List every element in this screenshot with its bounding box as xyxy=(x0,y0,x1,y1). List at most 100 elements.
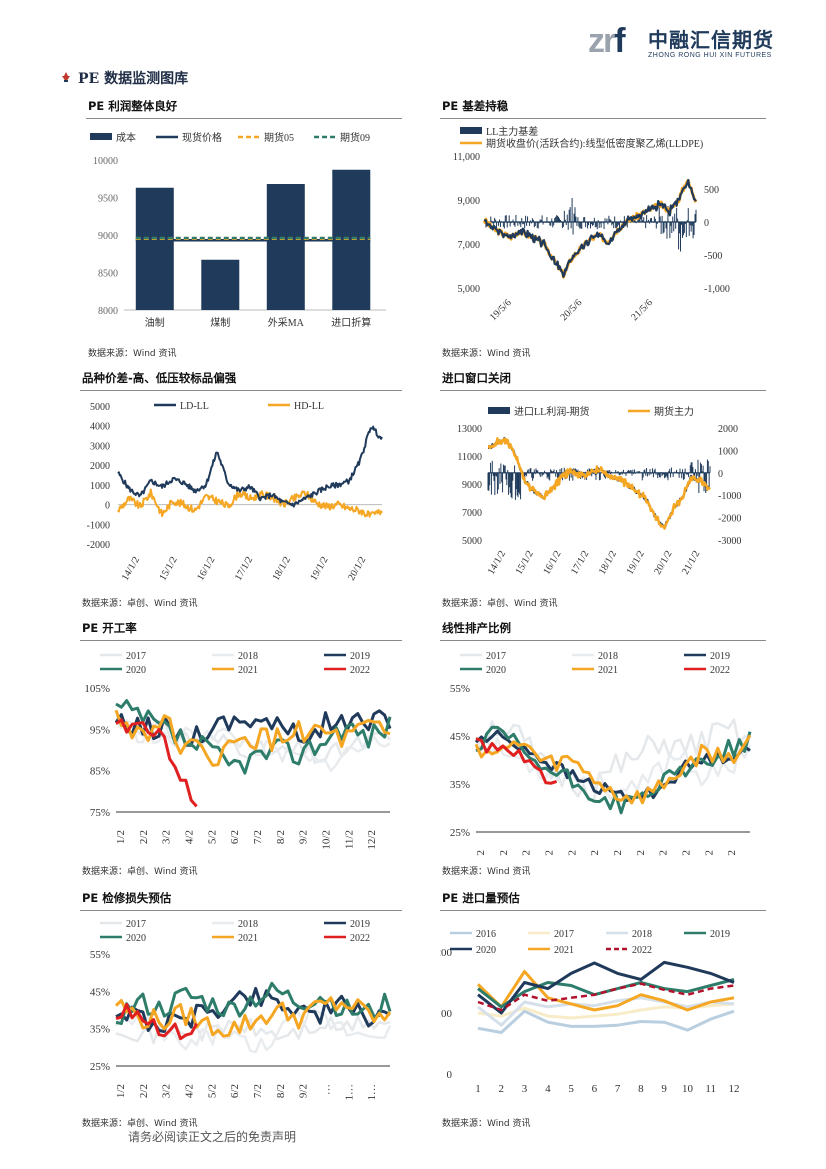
legend-item: HD-LL xyxy=(268,401,324,412)
legend-label: 期货主力 xyxy=(654,405,694,418)
y-tick-label: 85% xyxy=(90,766,110,778)
series-2021 xyxy=(114,996,392,1038)
x-tick-label: 11/2 xyxy=(343,830,355,849)
x-tick-label: 8/2 xyxy=(635,850,647,856)
legend-item: 2017 xyxy=(100,651,146,662)
bullet-icon xyxy=(62,72,70,82)
y2-tick-label: 0 xyxy=(704,218,709,229)
x-tick-label: 1… xyxy=(343,1084,355,1101)
x-tick-label: 19/5/6 xyxy=(488,297,514,323)
legend-label: 2020 xyxy=(486,665,506,676)
legend-label: 期货05 xyxy=(264,131,294,144)
x-tick-label: 6/2 xyxy=(229,830,241,844)
series-2017 xyxy=(474,718,751,802)
x-tick-label: 8/2 xyxy=(275,1084,287,1098)
spot-price-line xyxy=(483,178,697,278)
legend-item: 2020 xyxy=(460,665,506,676)
x-tick-label: 21/1/2 xyxy=(680,549,702,577)
x-tick-label: 20/5/6 xyxy=(559,297,585,323)
legend-item: 2021 xyxy=(528,945,574,956)
chart-svg: 55% 45% 35% 25% 1/2 2/2 3/2 4/2 5/2 6/2 7/2 8/2 9/2 …… xyxy=(90,919,392,1101)
x-tick-label: 17/1/2 xyxy=(233,555,255,583)
y-tick-label: 11000 xyxy=(457,452,482,463)
chart-panel-operating-rate: PE 开工率 数据来源：卓创、Wind 资讯 105% 95% 85% 75% 1/2 2/2… xyxy=(80,620,402,878)
y-tick-label: 10000 xyxy=(93,156,118,167)
y-tick-label: 2000 xyxy=(90,461,110,472)
divider xyxy=(80,640,402,641)
chart-source: 数据来源：Wind 资讯 xyxy=(442,867,531,877)
legend-item: 2022 xyxy=(324,665,370,676)
legend-item: 2016 xyxy=(450,929,496,940)
legend-label: 进口LL利润-期货 xyxy=(514,405,590,418)
y2-tick-label: -1,000 xyxy=(704,284,730,295)
series-2016 xyxy=(477,1009,735,1034)
y-tick-label: 35% xyxy=(90,1024,110,1036)
series-2019 xyxy=(114,709,392,747)
chart-svg: 55% 45% 35% 25% 1/2 2/2 3/2 4/2 5/2 6/2 7/2 8/2 9/2 1… xyxy=(450,651,752,856)
y-tick-label: 55% xyxy=(90,949,110,961)
legend-item: 进口LL利润-期货 xyxy=(488,405,590,418)
x-tick-label: 2/2 xyxy=(498,850,510,856)
legend-label: 2020 xyxy=(476,945,496,956)
x-tick-label: 20/1/2 xyxy=(652,549,674,577)
legend-item: 成本 xyxy=(90,131,136,144)
legend-label: 2018 xyxy=(598,651,618,662)
x-tick-label: 11 xyxy=(705,1083,716,1095)
chart-title: PE 利润整体良好 xyxy=(88,99,178,113)
y2-tick-label: -2000 xyxy=(718,514,741,525)
x-tick-label: 18/1/2 xyxy=(597,549,619,577)
series-2021 xyxy=(114,709,391,767)
futures-main-line xyxy=(487,437,711,530)
chart-source: 数据来源：卓创、Wind 资讯 xyxy=(442,599,558,609)
x-tick-label: … xyxy=(321,1084,333,1095)
legend-label: 2017 xyxy=(126,919,146,930)
legend-label: 2016 xyxy=(476,929,496,940)
legend-label: 2018 xyxy=(632,929,652,940)
legend-item: 2017 xyxy=(100,919,146,930)
divider xyxy=(80,910,402,911)
x-tick-label: 2 xyxy=(499,1083,505,1095)
y-tick-label: 13000 xyxy=(457,424,482,435)
spot-line xyxy=(487,436,711,529)
series-2021 xyxy=(474,734,752,805)
y-tick-label: 95% xyxy=(90,724,110,736)
x-tick-label: 5/2 xyxy=(206,1084,218,1098)
x-tick-label: 10/2 xyxy=(681,850,693,856)
x-tick-label: 4 xyxy=(545,1083,551,1095)
legend-item: 2021 xyxy=(212,665,258,676)
x-tick-label: 6/2 xyxy=(229,1084,241,1098)
x-tick-label: 15/1/2 xyxy=(157,555,179,583)
chart-title: PE 检修损失预估 xyxy=(82,891,172,905)
y-tick-label: 25% xyxy=(90,1061,110,1073)
legend-item: 期货收盘价(活跃合约):线型低密度聚乙烯(LLDPE) xyxy=(460,137,703,150)
legend-label: 2020 xyxy=(126,665,146,676)
legend-item: 2019 xyxy=(324,919,370,930)
chart-source: 数据来源：Wind 资讯 xyxy=(442,349,531,359)
legend-item: 期货05 xyxy=(238,131,294,144)
y-tick-label: 4000 xyxy=(90,422,110,433)
chart-panel-spread: 品种价差-高、低压较标品偏强 数据来源：卓创、Wind 资讯 5000 4000 300… xyxy=(80,370,402,610)
legend-label: 2018 xyxy=(238,919,258,930)
series-2021 xyxy=(476,970,735,1012)
legend-label: 现货价格 xyxy=(182,131,222,144)
x-tick-label: 15/1/2 xyxy=(514,549,536,577)
series-2020 xyxy=(477,960,735,1015)
x-tick-label: 4/2 xyxy=(184,1084,196,1098)
chart-title: PE 基差持稳 xyxy=(442,99,509,113)
legend-item: 2019 xyxy=(324,651,370,662)
legend-label: 2021 xyxy=(598,665,618,676)
x-tick-label: 1/2 xyxy=(115,1084,127,1098)
x-tick-label: 4/2 xyxy=(184,830,196,844)
disclaimer-text: 请务必阅读正文之后的免责声明 xyxy=(128,1130,297,1144)
legend-label: 2018 xyxy=(238,651,258,662)
x-tick-label: 1 xyxy=(475,1083,481,1095)
x-tick-label: 12/2 xyxy=(366,830,378,850)
legend-item: LL主力基差 xyxy=(460,125,538,138)
chart-svg: 11,000 9,000 7,000 5,000 500 0 -500 -1,000 19/5/… xyxy=(453,125,730,323)
legend-item: 2020 xyxy=(100,933,146,944)
divider xyxy=(86,118,402,119)
chart-svg: 5000 4000 3000 2000 1000 0 -1000 -2000 14/1/2 15/… xyxy=(87,401,383,583)
x-tick-label: 16/1/2 xyxy=(195,555,217,583)
x-tick-label: 8 xyxy=(638,1083,644,1095)
